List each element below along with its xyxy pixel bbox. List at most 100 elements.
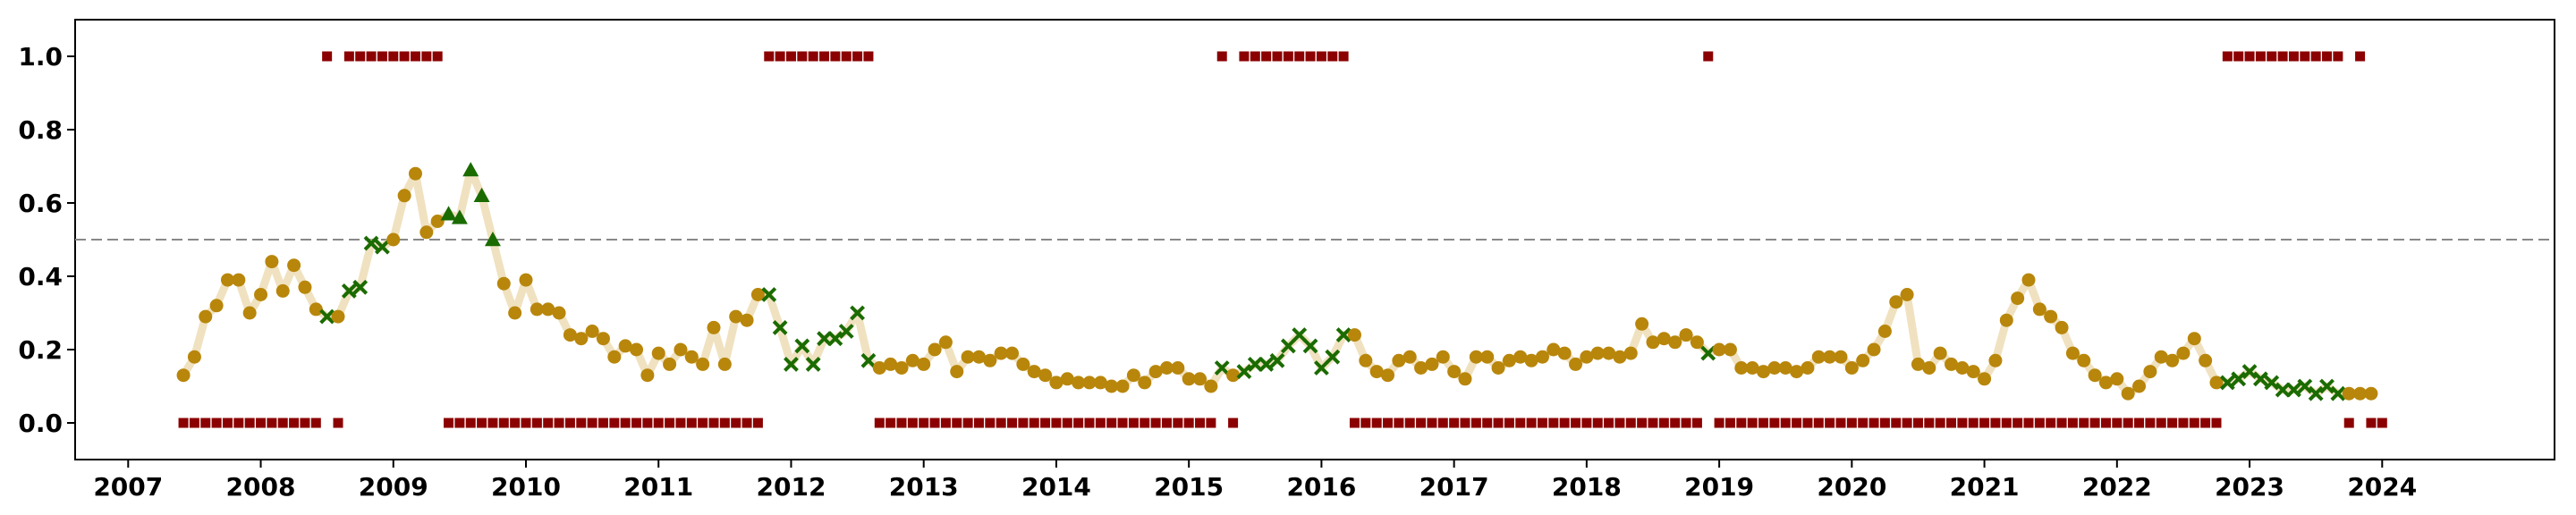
circle-point <box>1182 372 1196 386</box>
circle-point <box>663 357 677 371</box>
regime-marker <box>2310 51 2321 62</box>
circle-point <box>1392 353 1406 367</box>
circle-point <box>2132 379 2147 393</box>
circle-point <box>419 225 434 240</box>
circle-point <box>1347 328 1361 342</box>
circle-point <box>1359 353 1373 367</box>
circle-point <box>563 328 577 342</box>
regime-marker <box>1846 418 1857 428</box>
regime-marker <box>675 418 686 428</box>
regime-marker <box>2377 418 2387 428</box>
regime-marker <box>686 418 697 428</box>
circle-point <box>971 350 986 364</box>
regime-marker <box>233 418 244 428</box>
circle-point <box>2065 346 2080 360</box>
regime-marker <box>1924 418 1935 428</box>
circle-point <box>2187 332 2201 346</box>
circle-point <box>1535 350 1549 364</box>
y-axis: 0.0 0.2 0.4 0.6 0.8 1.0 <box>18 42 75 438</box>
cross-point <box>1280 338 1296 354</box>
regime-marker <box>830 51 841 62</box>
circle-point <box>1844 361 1859 375</box>
regime-marker <box>1912 418 1923 428</box>
regime-marker <box>1891 418 1902 428</box>
circle-point <box>1480 350 1495 364</box>
x-axis: 2007 2008 2009 2010 2011 2012 2013 2014 2015 2016… <box>93 460 2417 502</box>
regime-marker <box>698 418 708 428</box>
circle-point <box>187 350 201 364</box>
regime-marker <box>1747 418 1758 428</box>
circle-point <box>1126 368 1140 383</box>
regime-marker <box>1449 418 1460 428</box>
y-tick-label: 1.0 <box>18 42 63 72</box>
regime-marker <box>653 418 664 428</box>
circle-point <box>1613 350 1627 364</box>
cross-point <box>1292 327 1308 343</box>
regime-marker <box>874 418 885 428</box>
circle-point <box>1602 346 1616 360</box>
cross-point <box>772 319 788 335</box>
regime-marker <box>919 418 929 428</box>
cross-point <box>1269 352 1285 368</box>
circle-point <box>905 353 919 367</box>
regime-marker <box>1968 418 1979 428</box>
regime-marker <box>2123 418 2133 428</box>
regime-marker <box>1504 418 1514 428</box>
regime-marker <box>929 418 940 428</box>
regime-marker <box>996 418 1006 428</box>
regime-marker <box>1427 418 1437 428</box>
circle-point <box>530 302 544 317</box>
circle-point <box>1369 365 1384 379</box>
regime-marker <box>244 418 255 428</box>
regime-marker <box>2366 418 2377 428</box>
circle-point <box>1877 325 1892 338</box>
regime-marker <box>797 51 808 62</box>
circle-point <box>585 325 599 338</box>
regime-marker <box>775 51 785 62</box>
circle-point <box>242 306 257 320</box>
regime-marker <box>222 418 233 428</box>
regime-marker <box>642 418 653 428</box>
regime-marker <box>543 418 554 428</box>
cross-point <box>794 338 810 354</box>
regime-marker <box>432 51 443 62</box>
regime-marker <box>1305 51 1316 62</box>
x-tick-label: 2010 <box>491 472 561 502</box>
regime-marker <box>2012 418 2023 428</box>
circle-point <box>1425 357 1439 371</box>
regime-marker <box>1935 418 1945 428</box>
triangle-point <box>440 206 457 221</box>
regime-markers <box>178 51 2387 428</box>
x-tick-label: 2019 <box>1684 472 1754 502</box>
circle-point <box>2176 346 2190 360</box>
regime-marker <box>1515 418 1526 428</box>
regime-marker <box>973 418 984 428</box>
circle-point <box>1381 368 1395 383</box>
circle-point <box>275 283 290 298</box>
regime-marker <box>886 418 896 428</box>
circle-point <box>1082 376 1097 390</box>
circle-point <box>1712 342 1726 357</box>
regime-marker <box>2211 418 2222 428</box>
regime-marker <box>985 418 996 428</box>
x-tick-label: 2022 <box>2082 472 2152 502</box>
regime-marker <box>708 418 719 428</box>
regime-marker <box>952 418 962 428</box>
circle-point <box>1115 379 1130 393</box>
circle-point <box>1657 332 1671 346</box>
regime-marker <box>2267 51 2277 62</box>
regime-marker <box>2112 418 2123 428</box>
cross-point <box>850 305 866 321</box>
circle-point <box>309 302 323 317</box>
regime-marker <box>1482 418 1493 428</box>
circle-point <box>2209 376 2224 390</box>
regime-marker <box>752 418 763 428</box>
circle-point <box>1900 288 1914 301</box>
circle-point <box>729 309 743 324</box>
cross-point <box>2252 371 2268 387</box>
regime-marker <box>1062 418 1072 428</box>
circle-point <box>1889 295 1903 309</box>
circle-point <box>938 335 953 350</box>
cross-point <box>827 331 843 347</box>
regime-marker <box>1493 418 1504 428</box>
